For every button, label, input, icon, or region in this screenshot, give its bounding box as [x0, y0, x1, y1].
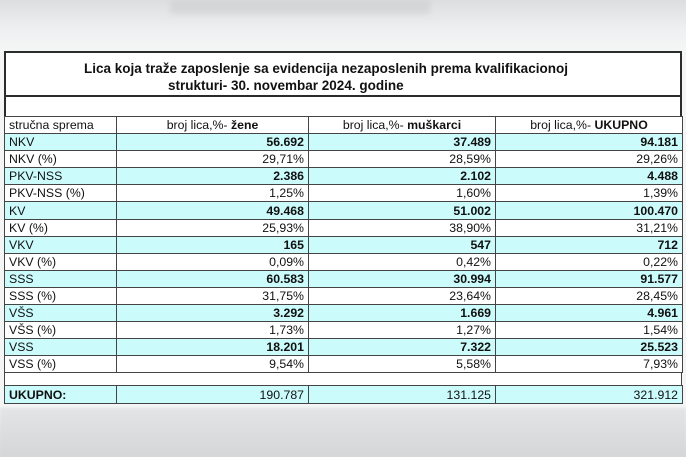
gap-row — [4, 373, 682, 385]
table-row: SSS (%) 31,75% 23,64% 28,45% — [4, 286, 683, 306]
table-row: VŠS (%) 1,73% 1,27% 1,54% — [4, 321, 683, 340]
total-table: UKUPNO: 190.787 131.125 321.912 — [4, 385, 683, 404]
blurred-top-edge — [170, 0, 430, 14]
row-label: PKV-NSS — [4, 167, 117, 186]
row-label: VKV — [4, 235, 117, 254]
header-strucna-sprema: stručna sprema — [4, 115, 117, 135]
header-zene-prefix: broj lica,%- — [166, 118, 231, 133]
title-line-2: strukturi- 30. novembar 2024. godine — [168, 78, 404, 93]
row-muskarci: 0,42% — [308, 252, 496, 271]
row-ukupno: 29,26% — [495, 150, 683, 169]
row-muskarci: 30.994 — [308, 269, 496, 288]
row-label: VŠS (%) — [4, 321, 117, 340]
qualification-table: stručna sprema broj lica,%- žene broj li… — [4, 115, 683, 374]
row-ukupno: 0,22% — [495, 252, 683, 271]
row-muskarci: 37.489 — [308, 133, 496, 152]
row-muskarci: 2.102 — [308, 167, 496, 186]
header-ukupno-prefix: broj lica,%- — [530, 118, 595, 133]
row-zene: 25,93% — [116, 218, 309, 237]
table-row: VKV (%) 0,09% 0,42% 0,22% — [4, 252, 683, 271]
row-muskarci: 1.669 — [308, 304, 496, 323]
header-muskarci-bold: muškarci — [407, 118, 462, 133]
row-label: VSS — [4, 338, 117, 357]
row-zene: 31,75% — [116, 286, 309, 306]
header-zene-bold: žene — [230, 118, 259, 133]
header-zene: broj lica,%- žene — [116, 115, 309, 135]
table-row: VSS (%) 9,54% 5,58% 7,93% — [4, 355, 683, 374]
spreadsheet: Lica koja traže zaposlenje sa evidencija… — [4, 51, 683, 404]
table-row: VKV 165 547 712 — [4, 235, 683, 254]
row-zene: 1,73% — [116, 321, 309, 340]
row-label: VSS (%) — [4, 355, 117, 374]
row-muskarci: 7.322 — [308, 338, 496, 357]
total-label: UKUPNO: — [4, 385, 117, 404]
row-label: PKV-NSS (%) — [4, 184, 117, 203]
table-row: PKV-NSS 2.386 2.102 4.488 — [4, 167, 683, 186]
row-label: VKV (%) — [4, 252, 117, 271]
header-ukupno: broj lica,%- UKUPNO — [495, 115, 683, 135]
table-row: NKV (%) 29,71% 28,59% 29,26% — [4, 150, 683, 169]
header-ukupno-bold: UKUPNO — [594, 118, 648, 133]
table-row: KV (%) 25,93% 38,90% 31,21% — [4, 218, 683, 237]
row-muskarci: 547 — [308, 235, 496, 254]
row-label: VŠS — [4, 304, 117, 323]
table-row: NKV 56.692 37.489 94.181 — [4, 133, 683, 152]
row-zene: 60.583 — [116, 269, 309, 288]
row-label: SSS — [4, 269, 117, 288]
row-muskarci: 23,64% — [308, 286, 496, 306]
table-row: KV 49.468 51.002 100.470 — [4, 201, 683, 220]
row-zene: 56.692 — [116, 133, 309, 152]
row-ukupno: 91.577 — [495, 269, 683, 288]
row-zene: 49.468 — [116, 201, 309, 220]
row-muskarci: 1,60% — [308, 184, 496, 203]
row-ukupno: 25.523 — [495, 338, 683, 357]
row-zene: 0,09% — [116, 252, 309, 271]
row-ukupno: 31,21% — [495, 218, 683, 237]
row-zene: 18.201 — [116, 338, 309, 357]
row-ukupno: 4.961 — [495, 304, 683, 323]
row-label: KV — [4, 201, 117, 220]
total-row: UKUPNO: 190.787 131.125 321.912 — [4, 385, 683, 404]
total-muskarci: 131.125 — [308, 385, 496, 404]
row-zene: 165 — [116, 235, 309, 254]
total-ukupno: 321.912 — [495, 385, 683, 404]
table-row: VŠS 3.292 1.669 4.961 — [4, 304, 683, 323]
row-ukupno: 100.470 — [495, 201, 683, 220]
header-row: stručna sprema broj lica,%- žene broj li… — [4, 115, 683, 135]
title-box: Lica koja traže zaposlenje sa evidencija… — [4, 51, 682, 97]
row-label: SSS (%) — [4, 286, 117, 306]
blurred-bottom-edge — [0, 408, 686, 457]
title-line-1: Lica koja traže zaposlenje sa evidencija… — [84, 61, 568, 76]
header-muskarci: broj lica,%- muškarci — [308, 115, 496, 135]
row-ukupno: 1,39% — [495, 184, 683, 203]
row-zene: 9,54% — [116, 355, 309, 374]
row-muskarci: 51.002 — [308, 201, 496, 220]
row-label: NKV — [4, 133, 117, 152]
row-zene: 2.386 — [116, 167, 309, 186]
row-label: NKV (%) — [4, 150, 117, 169]
row-ukupno: 1,54% — [495, 321, 683, 340]
row-muskarci: 5,58% — [308, 355, 496, 374]
header-muskarci-prefix: broj lica,%- — [342, 118, 408, 133]
row-zene: 1,25% — [116, 184, 309, 203]
row-ukupno: 4.488 — [495, 167, 683, 186]
row-muskarci: 28,59% — [308, 150, 496, 169]
table-row: VSS 18.201 7.322 25.523 — [4, 338, 683, 357]
total-zene: 190.787 — [116, 385, 309, 404]
row-label: KV (%) — [4, 218, 117, 237]
row-ukupno: 28,45% — [495, 286, 683, 306]
row-ukupno: 712 — [495, 235, 683, 254]
row-ukupno: 94.181 — [495, 133, 683, 152]
blank-row — [4, 97, 682, 116]
row-zene: 3.292 — [116, 304, 309, 323]
row-ukupno: 7,93% — [495, 355, 683, 374]
row-muskarci: 1,27% — [308, 321, 496, 340]
table-row: SSS 60.583 30.994 91.577 — [4, 269, 683, 288]
row-zene: 29,71% — [116, 150, 309, 169]
row-muskarci: 38,90% — [308, 218, 496, 237]
table-row: PKV-NSS (%) 1,25% 1,60% 1,39% — [4, 184, 683, 203]
